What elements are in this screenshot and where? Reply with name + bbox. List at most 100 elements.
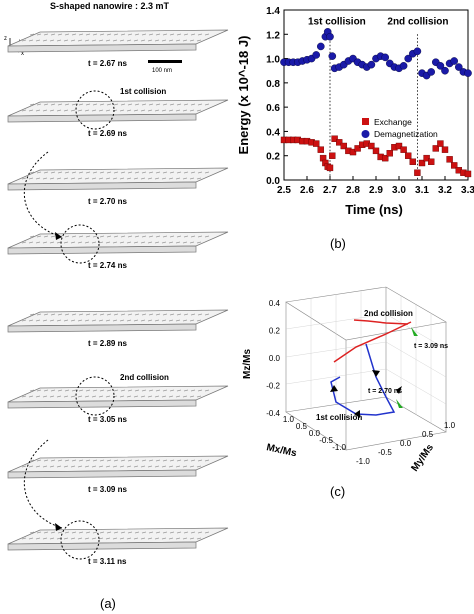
x-tick-label: 0.0 [309,429,321,438]
moment-arrow [70,537,76,540]
collision-label: 1st collision [120,87,166,96]
moment-arrow [175,319,181,322]
moment-arrow [63,465,69,468]
moment-arrow [120,103,126,106]
data-point [464,170,472,178]
axis-z-label: z [4,36,7,42]
moment-arrow [63,241,69,244]
trajectory-arrows [330,370,402,418]
moment-arrow [140,177,146,180]
data-point [317,42,325,51]
moment-arrow [190,313,196,316]
y-axis-label: Energy (x 10^-18 J) [236,36,251,155]
moment-arrow [91,537,97,540]
moment-arrow [112,177,118,180]
moment-arrow [175,537,181,540]
strip-top [7,309,229,327]
moment-arrow [183,389,189,392]
moment-arrow [162,103,168,106]
data-point [354,145,361,152]
snapshot-8: t = 3.11 ns [7,520,229,566]
moment-arrow [168,109,174,112]
moment-arrow [147,39,153,42]
moment-arrow [169,313,175,316]
x-tick-label: 0.5 [296,422,308,431]
moment-arrow [182,395,188,398]
moment-arrow [176,103,182,106]
moment-arrow [168,177,174,180]
y-tick-label: 0.5 [422,430,434,439]
moment-arrow [161,39,167,42]
moment-arrow [42,109,48,112]
series-demagnetization [280,28,472,80]
moment-arrow [133,395,139,398]
data-point [340,142,348,150]
moment-arrow [71,389,77,392]
moment-arrow [189,465,195,468]
x-tick-label: -1.0 [332,443,346,452]
moment-arrow [56,537,62,540]
x-axis-label-3d: Mx/Ms [265,442,298,459]
moment-arrow [77,241,83,244]
moment-arrow [42,395,48,398]
moment-arrow [84,241,90,244]
moment-arrow [35,241,41,244]
moment-arrow [21,395,27,398]
data-point [454,63,463,71]
strip-side [7,113,197,123]
moment-arrow [162,33,168,36]
strip-top [7,527,229,545]
moment-arrow [133,241,139,244]
moment-arrow [141,103,147,106]
moment-arrow [70,39,76,42]
data-point [436,62,445,70]
moment-arrow [70,395,76,398]
strip-side [7,245,197,255]
moment-arrow [148,171,154,174]
moment-arrow [113,235,119,238]
moment-arrow [63,109,69,112]
moment-arrow [190,33,196,36]
moment-arrow [105,39,111,42]
moment-arrow [77,465,83,468]
moment-arrow [154,395,160,398]
moment-arrow [42,39,48,42]
data-point [381,53,389,62]
moment-arrow [189,241,195,244]
moment-arrow [148,103,154,106]
moment-arrow [141,459,147,462]
moment-arrow [78,313,84,316]
moment-arrow [162,459,168,462]
moment-arrow [120,235,126,238]
moment-arrow [154,177,160,180]
moment-arrow [71,313,77,316]
moment-arrow [175,241,181,244]
moment-arrow [176,389,182,392]
moment-arrow [120,313,126,316]
moment-arrow [105,319,111,322]
moment-arrow [77,109,83,112]
moment-arrow [169,33,175,36]
moment-arrow [133,39,139,42]
snapshot-5: t = 2.89 ns [7,309,229,348]
moment-arrow [92,531,98,534]
moment-arrow [162,531,168,534]
moment-arrow [49,537,55,540]
moment-arrow [155,313,161,316]
strip-side [7,323,197,333]
moment-arrow [113,531,119,534]
moment-arrow [92,313,98,316]
moment-arrow [154,319,160,322]
moment-arrow [154,537,160,540]
moment-arrow [154,465,160,468]
data-point [413,47,422,56]
data-point [423,154,430,162]
moment-arrow [99,33,105,36]
snapshot-time: t = 2.89 ns [88,339,127,348]
y-tick-label: -0.5 [378,448,392,457]
moment-arrow [77,177,83,180]
x-tick-labels: 2.5 2.6 2.7 2.8 2.9 3.0 3.1 3.2 3.3 [277,176,474,196]
moment-arrow [189,177,195,180]
moment-arrow [169,103,175,106]
